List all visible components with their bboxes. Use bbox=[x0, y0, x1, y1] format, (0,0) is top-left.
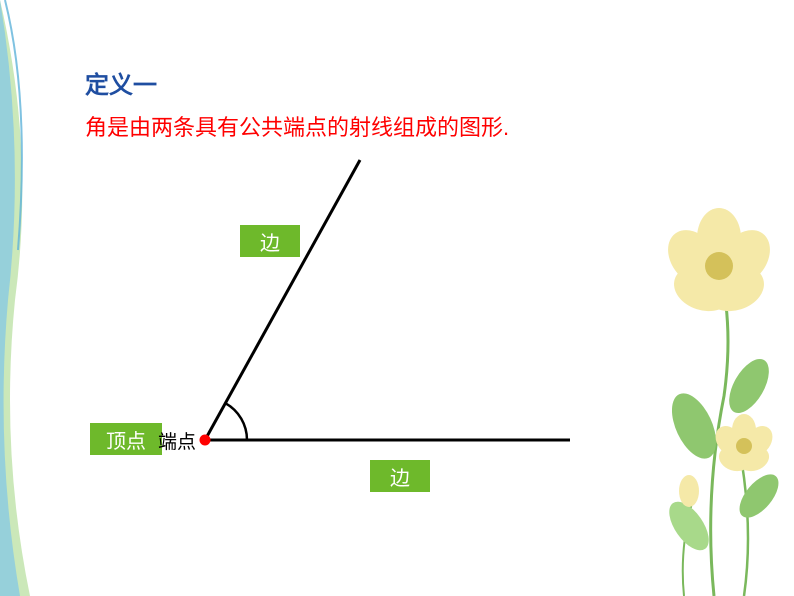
angle-arc bbox=[225, 403, 247, 440]
ray-angled bbox=[205, 160, 360, 440]
slide-container: 定义一 角是由两条具有公共端点的射线组成的图形. 边 边 顶点 端点 bbox=[0, 0, 794, 596]
label-side-upper: 边 bbox=[240, 225, 300, 257]
label-endpoint-text: 端点 bbox=[158, 427, 196, 454]
label-vertex-box: 顶点 bbox=[90, 423, 162, 455]
label-side-lower: 边 bbox=[370, 460, 430, 492]
angle-diagram bbox=[0, 0, 794, 596]
vertex-point bbox=[200, 435, 211, 446]
